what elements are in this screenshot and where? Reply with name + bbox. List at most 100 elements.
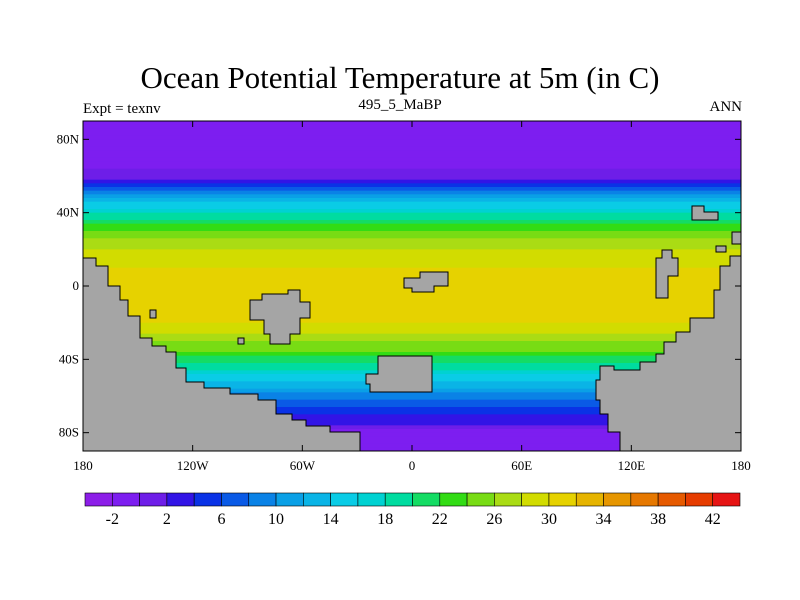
field-band xyxy=(83,311,741,316)
colorbar-swatch xyxy=(166,492,195,507)
field-band xyxy=(83,429,741,434)
field-band xyxy=(83,330,741,335)
y-tick-label: 80S xyxy=(59,425,79,440)
period-label: 495_5_MaBP xyxy=(358,97,442,113)
colorbar-label: 10 xyxy=(268,511,284,528)
colorbar-swatch xyxy=(248,492,277,507)
x-tick-label: 60E xyxy=(511,458,532,473)
field-band xyxy=(83,407,741,412)
land-west xyxy=(83,257,361,451)
colorbar-swatch xyxy=(330,492,359,507)
colorbar-swatch xyxy=(111,492,140,507)
field-band xyxy=(83,238,741,243)
field-band xyxy=(83,165,741,170)
x-tick-label: 120E xyxy=(618,458,646,473)
colorbar-label: 18 xyxy=(377,511,393,528)
field-band xyxy=(83,403,741,408)
field-band xyxy=(83,396,741,401)
field-band xyxy=(83,399,741,404)
y-tick-label: 0 xyxy=(73,278,80,293)
colorbar-label: 42 xyxy=(705,511,721,528)
field-band xyxy=(83,421,741,426)
field-band xyxy=(83,179,741,184)
field-band xyxy=(83,410,741,415)
field-band xyxy=(83,344,741,349)
colorbar-label: 30 xyxy=(541,511,557,528)
field-band xyxy=(83,319,741,324)
colorbar-swatch xyxy=(439,492,468,507)
field-band xyxy=(83,220,741,225)
field-band xyxy=(83,418,741,423)
field-band xyxy=(83,249,741,254)
field-band xyxy=(83,198,741,203)
field-band xyxy=(83,436,741,441)
field-band xyxy=(83,333,741,338)
chart-title: Ocean Potential Temperature at 5m (in C) xyxy=(140,60,660,95)
field-band xyxy=(83,139,741,144)
field-band xyxy=(83,223,741,228)
colorbar-label: -2 xyxy=(106,511,119,528)
season-label: ANN xyxy=(709,99,743,115)
x-tick-label: 180 xyxy=(73,458,93,473)
field-band xyxy=(83,293,741,298)
field-band xyxy=(83,168,741,173)
field-band xyxy=(83,315,741,320)
colorbar-swatch xyxy=(384,492,413,507)
land-small-north xyxy=(691,205,719,221)
colorbar-swatch xyxy=(712,492,741,507)
field-band xyxy=(83,245,741,250)
field-band xyxy=(83,135,741,140)
colorbar-label: 38 xyxy=(650,511,666,528)
experiment-label: Expt = texnv xyxy=(83,101,161,117)
field-band xyxy=(83,212,741,217)
field-band xyxy=(83,190,741,195)
land-small-east xyxy=(715,245,727,253)
colorbar-swatch xyxy=(193,492,222,507)
land-africa xyxy=(403,271,449,293)
axes: 180 120W 60W 0 60E 120E 180 80N 40N 0 40S 80S xyxy=(57,121,751,473)
field-band xyxy=(83,157,741,162)
colorbar-label: 2 xyxy=(163,511,171,528)
x-tick-label: 0 xyxy=(409,458,416,473)
field-band xyxy=(83,234,741,239)
field-band xyxy=(83,231,741,236)
field-band xyxy=(83,297,741,302)
colorbar-label: 34 xyxy=(596,511,612,528)
field-band xyxy=(83,440,741,445)
y-tick-label: 80N xyxy=(57,131,80,146)
x-tick-label: 180 xyxy=(731,458,751,473)
colorbar-swatch xyxy=(139,492,168,507)
x-tick-label: 120W xyxy=(177,458,210,473)
land-antarctic-block xyxy=(365,355,433,393)
colorbar-label: 6 xyxy=(217,511,225,528)
colorbar-swatch xyxy=(521,492,550,507)
land-south-america xyxy=(249,289,311,345)
land-asia-island xyxy=(655,249,679,299)
field-band xyxy=(83,271,741,276)
field-band xyxy=(83,348,741,353)
colorbar-swatch xyxy=(575,492,604,507)
y-tick-label: 40N xyxy=(57,205,80,220)
land-speck-1 xyxy=(149,309,157,319)
field-band xyxy=(83,253,741,258)
colorbar-swatch xyxy=(412,492,441,507)
field-band xyxy=(83,154,741,159)
field-band xyxy=(83,187,741,192)
land-greenland-edge xyxy=(731,231,741,245)
field-band xyxy=(83,267,741,272)
colorbar: -2 2 6 10 14 18 22 26 30 34 38 42 xyxy=(84,492,741,528)
colorbar-swatch xyxy=(630,492,659,507)
colorbar-swatch xyxy=(303,492,331,507)
field-band xyxy=(83,256,741,261)
field-band xyxy=(83,172,741,177)
y-tick-label: 40S xyxy=(59,351,79,366)
colorbar-label: 14 xyxy=(323,511,339,528)
field-band xyxy=(83,205,741,210)
field-band xyxy=(83,264,741,269)
field-band xyxy=(83,209,741,214)
land-east xyxy=(595,255,741,451)
field-band xyxy=(83,242,741,247)
land-speck-2 xyxy=(237,337,245,345)
colorbar-swatch xyxy=(466,492,495,507)
field-band xyxy=(83,227,741,232)
